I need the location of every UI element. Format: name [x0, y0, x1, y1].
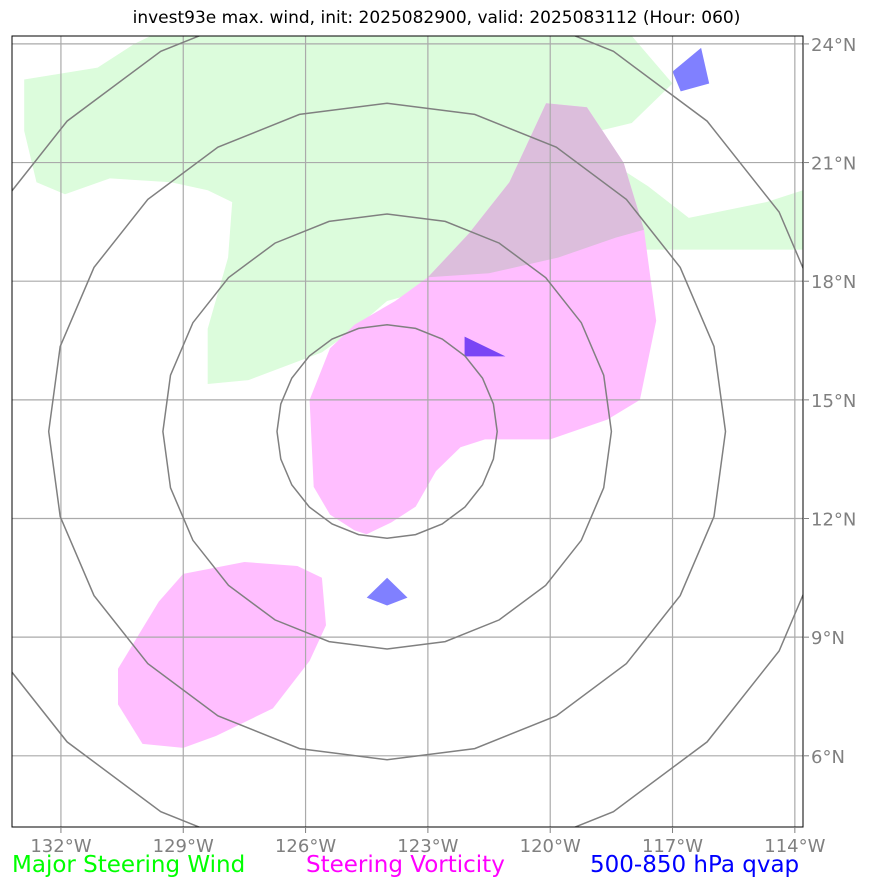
map-frame	[11, 35, 804, 828]
range-ring	[276, 323, 498, 540]
lon-tick-label: 126°W	[275, 836, 336, 857]
map-title: invest93e max. wind, init: 2025082900, v…	[132, 8, 741, 28]
range-ring	[47, 102, 727, 761]
lat-tick-label: 15°N	[811, 391, 856, 412]
range-ring	[162, 213, 613, 650]
axis-ticks: 132°W 129°W 126°W 123°W 120°W 117°W 114°W 24°N 2…	[30, 35, 856, 857]
range-rings	[12, 36, 803, 827]
legend-steering-vorticity: Steering Vorticity	[306, 852, 505, 878]
qvap-region	[366, 577, 408, 606]
lat-tick-label: 18°N	[811, 272, 856, 293]
lat-tick-label: 12°N	[811, 510, 856, 531]
qvap-region	[672, 47, 710, 92]
steering-wind-region	[24, 36, 803, 384]
legend-qvap: 500-850 hPa qvap	[590, 852, 800, 878]
steering-wind-region	[285, 83, 502, 163]
lon-tick-label: 132°W	[30, 836, 91, 857]
legend-steering-wind: Major Steering Wind	[12, 852, 246, 878]
lat-tick-label: 24°N	[811, 35, 856, 56]
steering-vorticity-region	[118, 562, 326, 748]
lon-tick-label: 114°W	[764, 836, 825, 857]
wind-vorticity-overlap-region	[427, 103, 644, 278]
lon-tick-label: 120°W	[520, 836, 581, 857]
lat-tick-label: 6°N	[811, 747, 845, 768]
lon-tick-label: 123°W	[397, 836, 458, 857]
field-regions	[24, 36, 803, 748]
lon-tick-label: 117°W	[642, 836, 703, 857]
lon-tick-label: 129°W	[153, 836, 214, 857]
range-ring	[12, 36, 803, 827]
lat-tick-label: 9°N	[811, 628, 845, 649]
lat-tick-label: 21°N	[811, 154, 856, 175]
lat-lon-grid	[12, 36, 803, 827]
qvap-overlap-region	[464, 336, 506, 357]
